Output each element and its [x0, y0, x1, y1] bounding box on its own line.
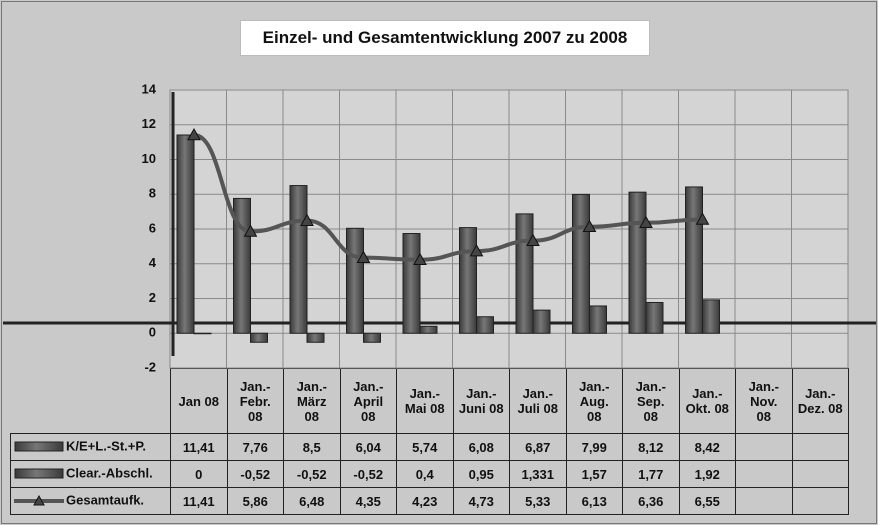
y-tick-label: 0: [149, 325, 156, 340]
bar: [250, 332, 268, 343]
bar: [645, 301, 664, 334]
bar: [685, 186, 703, 334]
bar: [402, 233, 421, 334]
line-marker: [187, 127, 201, 141]
bar: [419, 325, 438, 334]
legend-key: [33, 494, 45, 506]
category-label: Jan.- Nov. 08: [735, 368, 793, 434]
y-tick-label: 6: [149, 220, 156, 235]
bar: [589, 305, 607, 334]
bar: [346, 227, 364, 334]
y-tick-label: 2: [149, 290, 156, 305]
line-marker: [243, 224, 258, 237]
legend-key: [14, 468, 64, 479]
line-marker: [526, 233, 540, 246]
line-marker: [695, 212, 710, 225]
y-tick-label: 10: [142, 151, 156, 166]
legend-key: [14, 441, 64, 452]
line-marker: [639, 215, 653, 229]
category-label: Jan.- Dez. 08: [791, 368, 849, 434]
category-label: Jan.- März 08: [283, 368, 341, 434]
bar: [515, 213, 534, 334]
bar: [306, 332, 325, 343]
legend-label: K/E+L.-St.+P.: [66, 438, 146, 453]
y-tick-label: 14: [142, 81, 157, 96]
table-value: [791, 487, 849, 515]
line-marker: [469, 244, 484, 257]
category-label: Jan.- Mai 08: [396, 368, 454, 434]
y-tick-label: 8: [149, 186, 156, 201]
bar: [459, 227, 477, 334]
line-marker: [413, 252, 427, 266]
bar: [532, 309, 551, 334]
bar: [628, 191, 647, 334]
bar: [476, 316, 494, 334]
y-tick-label: 12: [142, 116, 156, 131]
y-tick-label: -2: [144, 359, 156, 374]
bar: [363, 332, 381, 343]
bar: [572, 193, 590, 334]
line-marker: [300, 213, 314, 226]
y-tick-label: 4: [149, 255, 157, 270]
line-marker: [582, 219, 597, 233]
bar: [702, 299, 720, 334]
bar: [176, 134, 195, 334]
legend-label: Clear.-Abschl.: [66, 465, 153, 480]
line: [193, 133, 703, 262]
chart-title: Einzel- und Gesamtentwicklung 2007 zu 20…: [240, 20, 650, 56]
bar: [193, 332, 212, 335]
line-marker: [356, 250, 371, 263]
legend-label: Gesamtaufk.: [66, 492, 144, 507]
bar: [289, 185, 308, 334]
